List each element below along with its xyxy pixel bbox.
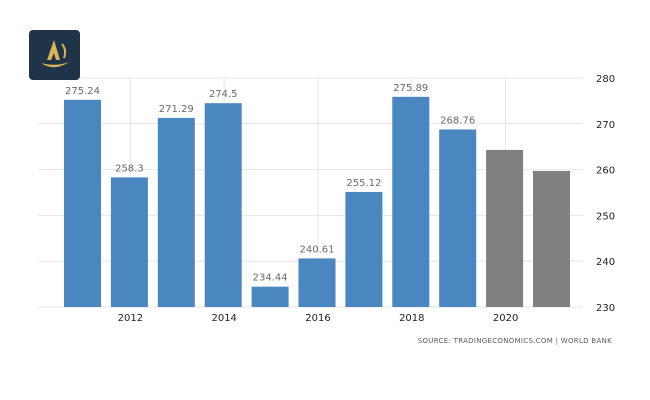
bar (392, 96, 430, 308)
bar (157, 117, 195, 307)
source-note: SOURCE: TRADINGECONOMICS.COM | WORLD BAN… (417, 337, 612, 345)
bar (251, 286, 289, 307)
bar-value-label: 268.76 (440, 115, 475, 126)
x-tick-label: 2016 (305, 313, 330, 324)
y-tick-label: 280 (596, 74, 615, 85)
bar-value-label: 234.44 (253, 273, 288, 284)
bar (110, 177, 148, 307)
bar-value-label: 255.12 (346, 178, 381, 189)
bar (298, 258, 336, 307)
logo-icon (29, 30, 80, 80)
bar-value-label: 274.5 (209, 89, 238, 100)
bar-value-label: 275.89 (393, 83, 428, 94)
x-tick-label: 2020 (493, 313, 518, 324)
x-tick-label: 2018 (399, 313, 424, 324)
x-tick-label: 2012 (118, 313, 143, 324)
y-tick-label: 250 (596, 211, 615, 222)
bar (533, 170, 570, 307)
bar (64, 99, 101, 307)
bar (439, 129, 477, 307)
y-tick-label: 270 (596, 120, 615, 131)
bar-value-label: 271.29 (159, 104, 194, 115)
y-tick-label: 260 (596, 166, 615, 177)
bar-value-label: 240.61 (300, 244, 335, 255)
bar-value-label: 275.24 (65, 86, 100, 97)
y-tick-label: 230 (596, 303, 615, 314)
bar-value-label: 258.3 (115, 163, 144, 174)
y-tick-label: 240 (596, 257, 615, 268)
x-tick-label: 2014 (211, 313, 236, 324)
bar (486, 149, 524, 307)
bar (204, 103, 242, 307)
bar (345, 191, 383, 307)
